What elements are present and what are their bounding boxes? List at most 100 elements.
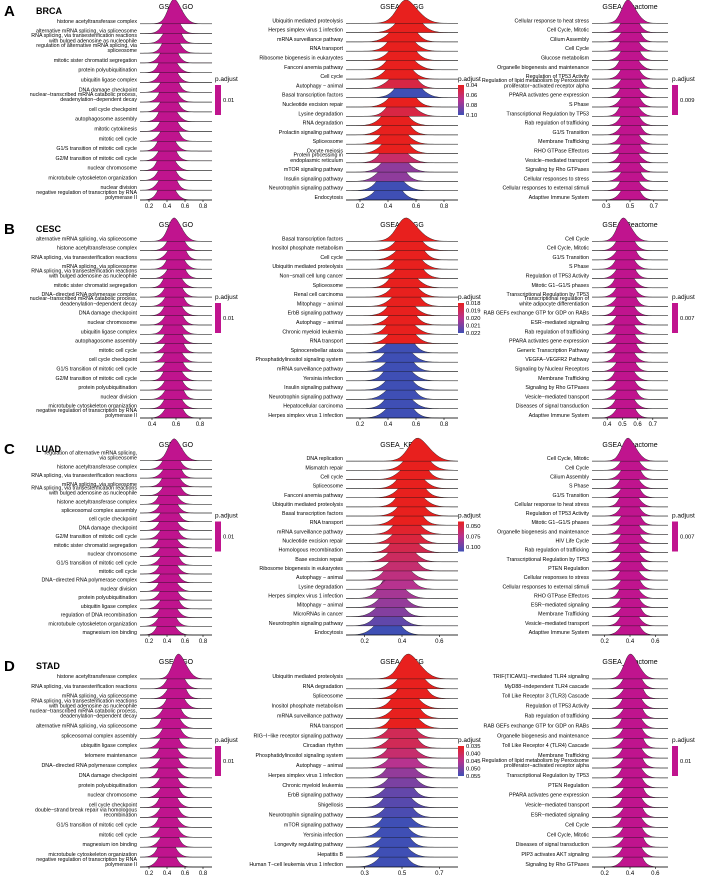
term-label: magnesium ion binding [83,842,138,848]
term-label: RAB GEFs exchange GTP for GDP on RABs [484,311,590,317]
x-tick-label: 0.2 [145,639,154,645]
term-label: Cell cycle [320,255,343,261]
ridge-density [346,0,458,24]
term-label: microtubule cytoskeleton organization [48,852,137,858]
term-label: endoplasmic reticulum [290,158,343,164]
term-label: G1/S Transition [552,493,589,499]
legend-label: 0.01 [223,535,234,541]
padjust-legend: p.adjust 0.01 [672,737,695,776]
term-label: MyD88−independent TLR4 cascade [504,684,589,690]
ridge-density [592,653,668,680]
ridge-density [140,653,212,680]
term-label: Vesicle−mediated transport [525,803,590,809]
term-label: Hepatitis B [317,852,343,858]
term-label: Regulation of lipid metabolism by Peroxi… [482,78,589,84]
chart-gsea-go: GSEA_GOalternative mRNA splicing, via sp… [30,217,238,428]
term-label: ESR−mediated signaling [531,813,589,819]
x-tick-label: 0.2 [356,204,365,210]
term-label: Vesicle−mediated transport [525,621,590,627]
x-tick-label: 0.6 [181,639,190,645]
x-tick-label: 0.6 [172,422,181,428]
panel-letter: D [4,658,15,675]
term-label: RNA splicing, via transesterification re… [31,268,137,274]
term-label: RNA splicing, via transesterification re… [31,684,137,690]
x-tick-label: 0.7 [649,422,658,428]
term-label: Inositol phosphate metabolism [271,704,343,710]
term-label: Cellular responses to external stimuli [502,584,589,590]
term-label: Spliceosome [313,139,343,145]
term-label: Transcriptional Regulation by TP53 [507,111,589,117]
term-label: with bulged adenosine as nucleophile [49,704,137,710]
legend-title: p.adjust [458,294,481,301]
ridge-density [591,437,669,462]
term-label: negative regulation of transcription by … [36,408,137,414]
legend-title: p.adjust [672,513,695,520]
ridge-group [592,653,668,868]
legend-colorbar [672,521,678,552]
term-label: mRNA splicing, via spliceosome [62,694,137,700]
ridge-density [139,126,213,152]
chart-gsea-reactome: GSEA_ReactomeTRIF(TICAM1)−mediated TLR4 … [482,653,695,877]
term-label: white adipocyte differentiation [519,301,589,307]
term-label: DNA replication [306,456,343,462]
x-tick-label: 0.4 [626,639,635,645]
term-label: polymerase II [105,195,137,201]
term-label: Rab regulation of trafficking [525,329,589,335]
term-label: nuclear−transcribed mRNA catabolic proce… [30,92,137,98]
panel-d: D STADGSEA_GOhistone acetyltransferase co… [4,653,695,877]
term-label: histone acetyltransferase complex [57,499,137,505]
term-label: mRNA surveillance pathway [277,529,343,535]
term-label: deadenylation−dependent decay [60,714,137,720]
term-label: Yersinia infection [303,376,343,382]
x-tick-label: 0.8 [199,204,208,210]
term-label: DNA−directed RNA polymerase complex [41,763,137,769]
ridge-group [140,653,212,868]
x-tick-label: 0.2 [600,639,609,645]
x-tick-label: 0.6 [633,422,642,428]
term-label: S Phase [569,484,589,490]
term-label: with bulged adenosine as nucleophile [49,274,137,280]
term-label: Neurotrophin signaling pathway [269,621,344,627]
term-label: Cellular responses to stress [524,176,590,182]
term-label: Transcriptional Regulation by TP53 [507,557,589,563]
term-label: RHO GTPase Effectors [534,593,589,599]
ridge-density [139,155,213,181]
term-label: DNA damage checkpoint [79,311,138,317]
term-label: autophagosome assembly [75,339,137,345]
term-label: PTEN Regulation [548,566,589,572]
x-tick-label: 0.6 [181,204,190,210]
legend-title: p.adjust [458,513,481,520]
legend-label: 0.022 [466,331,481,337]
term-label: Ribosome biogenesis in eukaryotes [259,56,343,62]
term-label: cell cycle checkpoint [89,357,138,363]
term-label: regulation of DNA recombination [61,613,137,619]
term-label: Mitotic G1−G1/S phases [531,283,589,289]
term-label: magnesium ion binding [83,630,138,636]
chart-gsea-go: GSEA_GOregulation of alternative mRNA sp… [31,438,238,645]
padjust-legend: p.adjust 0.01 [215,737,238,776]
term-label: Membrane Trafficking [538,139,589,145]
x-tick-label: 0.5 [626,204,635,210]
ridge-group [346,653,458,868]
term-label: with bulged adenosine as nucleophile [49,491,137,497]
term-label: protein polyubiquitination [78,68,137,74]
term-label: mTOR signaling pathway [284,822,343,828]
term-label: Cell Cycle, Mitotic [547,28,589,34]
term-label: mitotic sister chromatid segregation [54,543,137,549]
padjust-legend: p.adjust 0.050 0.075 0.100 [458,513,481,552]
term-label: S Phase [569,102,589,108]
panel-a: A BRCAGSEA_GOhistone acetyltransferase co… [4,0,695,210]
legend-label: 0.019 [466,309,481,315]
cancer-label: LUAD [36,444,61,454]
term-label: Rab regulation of trafficking [525,121,589,127]
term-label: Cell Cycle [565,236,589,242]
ridge-group [139,438,213,636]
term-label: Diseases of signal transduction [516,404,589,410]
term-label: Cellular responses to external stimuli [502,186,589,192]
term-label: Longevity regulating pathway [274,842,343,848]
legend-label: 0.100 [466,545,481,551]
term-label: Transcriptional regulation of [524,296,590,302]
term-label: via spliceosome [99,456,137,462]
